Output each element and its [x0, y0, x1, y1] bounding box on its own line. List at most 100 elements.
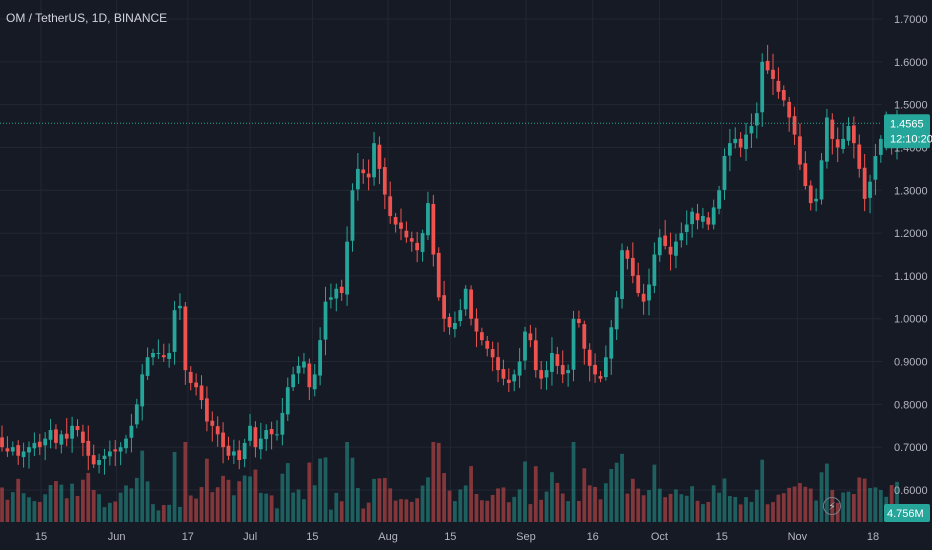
volume-bar — [199, 487, 204, 522]
candle-body — [647, 284, 651, 301]
volume-bar — [620, 453, 624, 522]
volume-bar — [463, 485, 468, 522]
volume-bar — [878, 490, 883, 522]
volume-bar — [738, 504, 743, 522]
volume-bar — [652, 464, 657, 522]
volume-bar — [302, 499, 306, 522]
candle-body — [54, 429, 58, 443]
volume-bar — [431, 442, 436, 522]
volume-bar — [560, 493, 565, 522]
volume-bar — [43, 494, 48, 522]
volume-bar — [372, 478, 376, 522]
volume-bar — [242, 475, 247, 522]
candle-body — [803, 163, 808, 186]
candle-body — [382, 167, 387, 195]
candle-body — [625, 250, 630, 259]
volume-bar — [889, 485, 894, 522]
volume-bar — [555, 482, 560, 522]
candle-body — [312, 374, 317, 390]
volume-bar — [172, 451, 177, 522]
volume-bar — [334, 492, 339, 522]
volume-bar — [296, 489, 301, 522]
volume-bar — [803, 486, 808, 522]
volume-bar — [501, 487, 506, 522]
candle-body — [652, 254, 657, 286]
candle-body — [846, 126, 851, 141]
volume-bar — [814, 500, 819, 522]
volume-bar — [167, 504, 172, 522]
candle-body — [485, 340, 490, 349]
volume-bar — [81, 479, 85, 522]
candle-body — [571, 318, 576, 370]
volume-bar — [64, 498, 69, 522]
candle-body — [771, 69, 775, 79]
candle-body — [296, 365, 301, 374]
y-tick-label: 0.9000 — [894, 357, 928, 369]
volume-bar — [312, 485, 317, 522]
volume-bar — [420, 485, 425, 522]
volume-bar — [307, 462, 312, 522]
volume-bar — [221, 475, 225, 522]
volume-bar — [862, 478, 867, 522]
volume-bar — [609, 469, 614, 522]
symbol-legend[interactable]: OM / TetherUS, 1D, BINANCE — [6, 11, 168, 25]
volume-bar — [21, 493, 26, 522]
candle-body — [16, 445, 21, 456]
candle-body — [469, 289, 473, 319]
last-price-tag: 1.4565 12:10:20 — [884, 114, 932, 149]
price-axis[interactable]: 1.70001.60001.50001.40001.30001.20001.10… — [894, 14, 928, 497]
volume-bar — [32, 501, 37, 522]
volume-bar — [258, 492, 263, 522]
volume-bar — [59, 484, 64, 522]
candle-body — [134, 404, 139, 425]
candle-body — [868, 181, 872, 198]
time-axis[interactable]: 15 Jun 17 Jul 15 Aug 15 Sep 16 Oct 15 Nov 18 — [35, 531, 879, 543]
volume-bar — [107, 502, 112, 522]
volume-bar — [404, 499, 409, 522]
volume-bar — [5, 499, 10, 522]
candle-body — [86, 440, 91, 456]
volume-bar — [409, 501, 414, 522]
candle-body — [372, 143, 376, 178]
volume-bar — [819, 472, 824, 522]
volume-bar — [134, 477, 139, 522]
volume-bar — [75, 495, 80, 522]
volume-bar — [512, 496, 517, 522]
x-tick-label: Jun — [108, 531, 126, 543]
candle-body — [113, 449, 118, 452]
volume-bar — [27, 497, 31, 522]
candle-body — [264, 430, 269, 440]
volume-bar — [598, 499, 603, 522]
candle-body — [614, 297, 619, 330]
candle-body — [280, 412, 285, 435]
volume-bar — [765, 504, 770, 522]
volume-bar — [178, 506, 182, 522]
volume-bar — [668, 493, 673, 522]
y-tick-label: 1.2000 — [894, 228, 928, 240]
volume-bar — [205, 458, 209, 522]
candle-body — [355, 168, 360, 190]
volume-tag-value: 4.756M — [887, 508, 924, 520]
volume-bar — [415, 498, 420, 522]
volume-bar — [771, 502, 775, 522]
volume-bar — [350, 457, 355, 522]
volume-bar — [846, 491, 851, 522]
candle-body — [377, 144, 382, 169]
candle-body — [215, 426, 220, 435]
volume-bar — [868, 487, 872, 522]
volume-bar — [345, 442, 349, 522]
candle-body — [350, 190, 355, 241]
candle-body — [415, 242, 420, 251]
volume-bar — [226, 479, 231, 522]
candle-body — [43, 438, 48, 446]
volume-bar — [426, 477, 430, 522]
x-tick-label: 15 — [716, 531, 728, 543]
candle-body — [172, 310, 177, 352]
volume-bar — [706, 501, 711, 522]
bolt-icon[interactable]: ⚡ — [823, 497, 841, 515]
x-tick-label: 16 — [587, 531, 599, 543]
candle-body — [560, 365, 565, 375]
candle-body — [339, 286, 344, 294]
candle-body — [603, 357, 608, 378]
